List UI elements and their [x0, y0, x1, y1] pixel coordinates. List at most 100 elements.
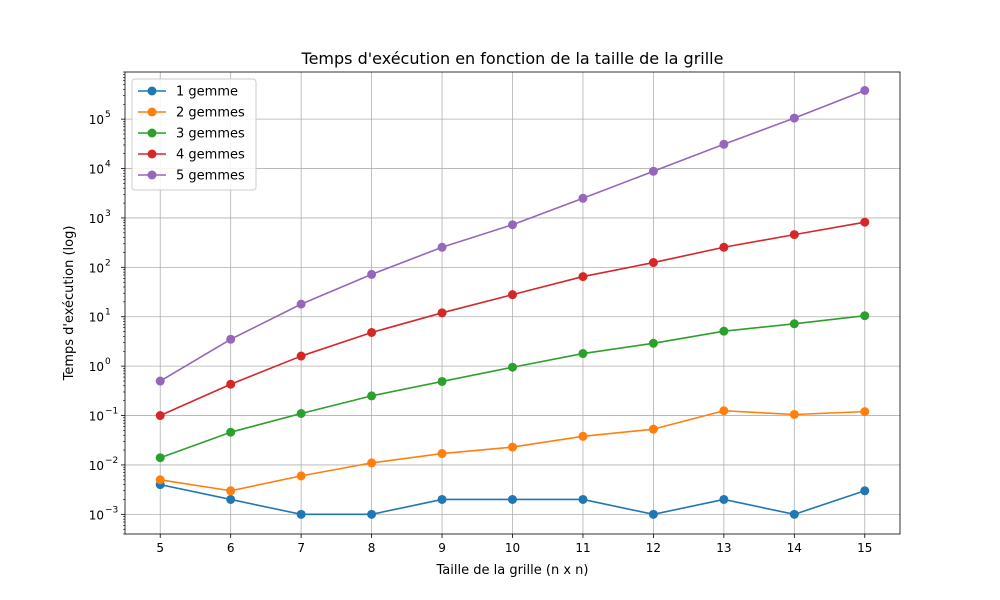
- data-point: [789, 509, 799, 519]
- data-point: [508, 442, 517, 452]
- x-tick-label: 5: [156, 541, 164, 555]
- data-point: [719, 406, 729, 416]
- legend-marker: [147, 170, 157, 180]
- x-tick-label: 11: [575, 541, 590, 555]
- data-point: [155, 376, 165, 386]
- y-tick-exponent: 1: [105, 308, 111, 318]
- y-tick-exponent: 2: [105, 258, 111, 268]
- y-tick-base: 10: [89, 410, 104, 424]
- x-tick-label: 8: [368, 541, 376, 555]
- data-point: [789, 230, 799, 240]
- data-point: [437, 376, 447, 386]
- y-tick-base: 10: [89, 113, 104, 127]
- data-point: [367, 391, 377, 401]
- legend-marker: [147, 149, 157, 159]
- y-tick-exponent: 5: [105, 110, 111, 120]
- data-point: [789, 113, 799, 123]
- y-tick-exponent: −2: [105, 456, 118, 466]
- x-tick-label: 15: [857, 541, 872, 555]
- data-point: [508, 290, 517, 300]
- data-point: [648, 338, 658, 348]
- y-tick-base: 10: [89, 261, 104, 275]
- data-point: [789, 319, 799, 329]
- data-point: [296, 408, 306, 418]
- data-point: [648, 424, 658, 434]
- y-tick-base: 10: [89, 311, 104, 325]
- y-axis-title: Temps d'exécution (log): [62, 226, 77, 382]
- y-tick-label: 10: [89, 261, 104, 275]
- y-tick-exponent: 0: [105, 357, 111, 367]
- data-point: [226, 494, 236, 504]
- data-point: [578, 431, 588, 441]
- y-tick-label: 10: [89, 163, 104, 177]
- data-point: [578, 272, 588, 282]
- y-tick-label: 10: [89, 459, 104, 473]
- data-point: [296, 351, 306, 361]
- data-point: [296, 509, 306, 519]
- data-point: [508, 220, 517, 230]
- legend-label: 4 gemmes: [176, 148, 245, 163]
- legend-label: 5 gemmes: [176, 169, 245, 184]
- data-point: [508, 362, 517, 372]
- data-point: [226, 427, 236, 437]
- legend-box: [131, 78, 257, 191]
- data-point: [437, 308, 447, 318]
- data-point: [296, 299, 306, 309]
- data-point: [860, 311, 870, 321]
- data-point: [860, 217, 870, 227]
- x-tick-label: 10: [505, 541, 520, 555]
- y-tick-base: 10: [89, 508, 104, 522]
- x-tick-label: 6: [227, 541, 235, 555]
- data-point: [437, 449, 447, 459]
- data-point: [437, 242, 447, 252]
- chart-title: Temps d'exécution en fonction de la tail…: [301, 49, 724, 68]
- data-point: [719, 139, 729, 149]
- data-point: [367, 509, 377, 519]
- x-tick-label: 12: [646, 541, 661, 555]
- legend-label: 1 gemme: [176, 85, 238, 100]
- x-axis-title: Taille de la grille (n x n): [436, 563, 589, 578]
- x-tick-label: 7: [297, 541, 305, 555]
- legend-marker: [147, 128, 157, 138]
- data-point: [719, 326, 729, 336]
- data-point: [578, 349, 588, 359]
- y-tick-base: 10: [89, 360, 104, 374]
- data-point: [860, 486, 870, 496]
- y-tick-label: 10: [89, 360, 104, 374]
- y-tick-exponent: 4: [105, 160, 111, 170]
- legend-marker: [147, 107, 157, 117]
- legend-label: 2 gemmes: [176, 106, 245, 121]
- y-tick-base: 10: [89, 459, 104, 473]
- data-point: [789, 409, 799, 419]
- data-point: [860, 407, 870, 417]
- y-tick-base: 10: [89, 163, 104, 177]
- data-point: [367, 458, 377, 468]
- data-point: [648, 509, 658, 519]
- data-point: [226, 486, 236, 496]
- y-tick-exponent: −3: [105, 505, 118, 515]
- y-tick-label: 10: [89, 212, 104, 226]
- y-tick-base: 10: [89, 212, 104, 226]
- data-point: [155, 453, 165, 463]
- data-point: [860, 85, 870, 95]
- y-tick-label: 10: [89, 311, 104, 325]
- data-point: [719, 242, 729, 252]
- data-point: [578, 494, 588, 504]
- y-tick-label: 10: [89, 113, 104, 127]
- legend-label: 3 gemmes: [176, 127, 245, 142]
- y-tick-exponent: −1: [105, 407, 118, 417]
- data-point: [155, 411, 165, 421]
- y-tick-label: 10: [89, 508, 104, 522]
- x-tick-label: 14: [787, 541, 802, 555]
- y-tick-label: 10: [89, 410, 104, 424]
- data-point: [437, 494, 447, 504]
- data-point: [578, 193, 588, 203]
- series-layer: [155, 85, 870, 519]
- y-tick-exponent: 3: [105, 209, 111, 219]
- data-point: [226, 334, 236, 344]
- legend: 1 gemme 2 gemmes 3 gemmes 4 gemmes 5 gemmes: [131, 78, 257, 191]
- data-point: [719, 494, 729, 504]
- data-point: [508, 494, 517, 504]
